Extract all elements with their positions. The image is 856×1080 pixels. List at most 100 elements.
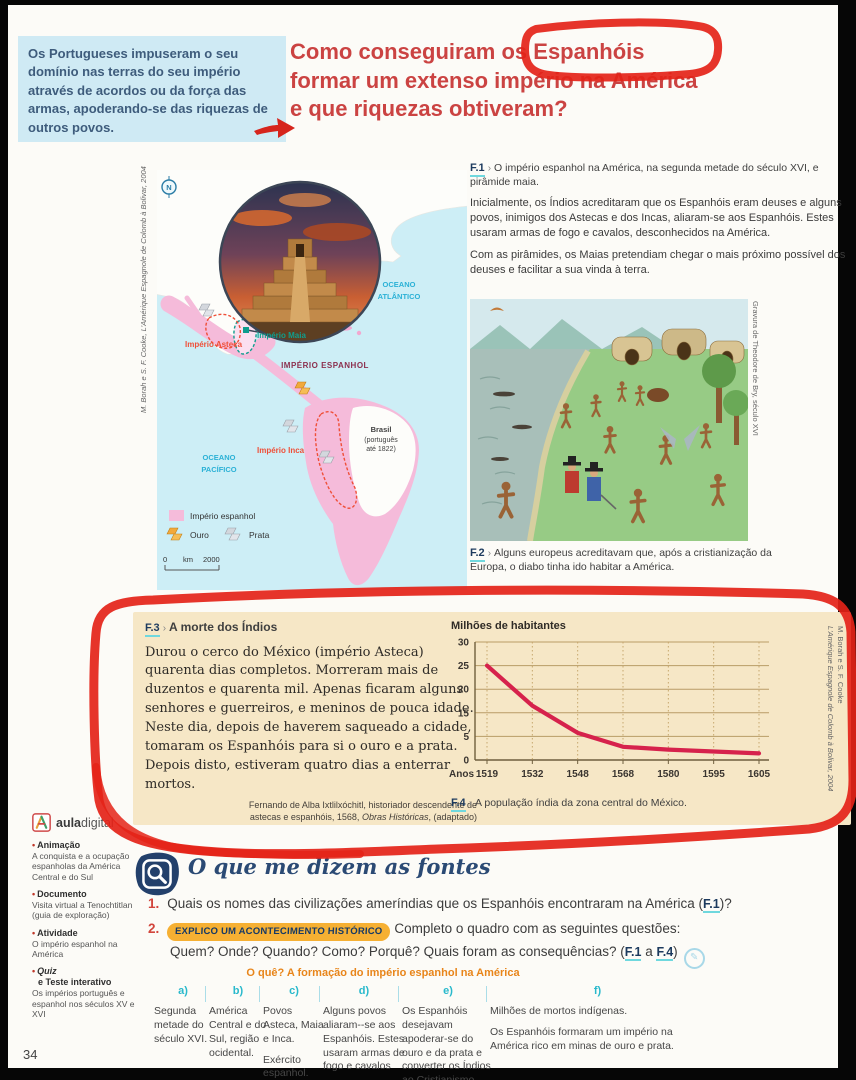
intro-box: Os Portugueses impuseram o seu domínio n… [18,36,286,142]
page-number: 34 [23,1047,38,1062]
scale-max: 2000 [203,555,220,564]
pyramid-photo-inset [220,182,380,342]
table-separator [319,986,320,1002]
chevron-icon: › [487,163,492,174]
pacific-label-2: PACÍFICO [201,465,236,474]
legend-swatch-spanish [169,510,184,521]
table-column-f: f) Milhões de mortos indígenas. Os Espanh… [490,985,674,1052]
legend-spanish-label: Império espanhol [190,511,255,521]
svg-text:1595: 1595 [703,769,726,780]
f1-paragraph-1: Inicialmente, os Índios acreditaram que … [470,197,842,240]
chevron-icon: › [487,548,492,559]
atlantic-label-2: ATLÂNTICO [378,292,421,301]
inca-empire-outline [314,410,358,509]
map-source-credit: M. Borah e S. F. Cooke, L'Amérique Espag… [139,166,148,413]
f2-caption: Alguns europeus acreditavam que, após a … [470,547,772,573]
svg-text:30: 30 [458,638,470,649]
flying-creature [490,307,504,311]
winged-demon [660,425,700,451]
waves [477,376,516,505]
brazil-land [349,406,416,517]
table-column-a: a) Segunda metade do século XVI. [154,985,208,1045]
f3-title: A morte dos Índios [169,620,278,634]
f1-label: F.1 [470,162,485,177]
chart-source-credit: M. Borah e S. F. Cooke L'Amérique Espagn… [826,626,845,792]
sidebar-item-documento: • Documento Visita virtual a Tenochtitlan… [32,889,133,921]
table-column-e: e) Os Espanhóis desejavam apoderar-se do… [402,985,491,1080]
f3-label: F.3 [145,622,160,637]
question-2: 2. EXPLICO UM ACONTECIMENTO HISTÓRICO Com… [148,920,848,969]
svg-text:15: 15 [458,708,470,719]
beach [527,349,591,542]
f1-caption: O império espanhol na América, na segund… [470,162,819,188]
maia-site-marker [243,327,249,333]
bear [647,388,669,402]
sea [470,349,590,541]
title-line-2: formar um extenso império na América [290,67,698,93]
scale-zero: 0 [163,555,167,564]
svg-text:0: 0 [463,756,469,767]
spanish-empire-central-america [250,349,326,411]
asteca-empire-outline [205,313,242,349]
spanish-empire-label: IMPÉRIO ESPANHOL [281,361,369,370]
f2-label: F.2 [470,547,485,562]
map-scale [164,565,220,571]
inset-circle-border [218,180,382,344]
f3-source-box: F.3 › A morte dos Índios Durou o cerco do … [145,620,477,824]
pencil-icon: ✎ [683,947,705,969]
f1-reference: F.1 [624,945,642,962]
sidebar-item-quiz: • Quiz e Teste interativo Os impérios por… [32,966,135,1020]
auladigital-sidebar: auladigital • Animação A conquista e a oc… [32,813,144,1026]
chart-title: Milhões de habitantes [451,620,566,632]
table-column-d: d) Alguns povos aliaram--se aos Espanhói… [323,985,405,1073]
question-1: 1. Quais os nomes das civilizações amerín… [148,896,732,913]
skill-tag: EXPLICO UM ACONTECIMENTO HISTÓRICO [166,922,392,941]
trees [702,354,749,445]
maia-label: Império Maia [257,331,306,340]
table-separator [205,986,206,1002]
baja-peninsula [184,295,212,333]
f1-text-block: F.1 › O império espanhol na América, na se… [470,161,846,278]
title-line-1: Como conseguiram os Espanhóis [290,39,645,64]
brasil-label-1: Brasil [371,425,392,434]
legend-gold-label: Ouro [190,530,209,540]
f4-caption: A população índia da zona central do Méx… [475,797,687,809]
auladigital-logo-icon [32,813,51,832]
atlantic-label-1: OCEANO [383,280,416,289]
svg-text:1532: 1532 [521,769,544,780]
chevron-icon: › [468,798,473,809]
map-legend: Império espanhol Ouro Prata [166,510,270,541]
brasil-label-3: até 1822) [366,446,396,453]
svg-text:5: 5 [463,732,469,743]
pacific-label-1: OCEANO [203,453,236,462]
svg-text:Anos: Anos [449,769,474,780]
table-column-c: c) Povos Asteca, Maia e Inca. Exército es… [263,985,324,1080]
table-column-b: b) América Central e do Sul, região ocid… [209,985,267,1059]
f1-paragraph-2: Com as pirâmides, os Maias pretendiam ch… [470,249,846,277]
engraving-image [470,299,749,542]
svg-text:N: N [166,183,171,192]
brasil-label-2: (português [364,437,398,444]
svg-text:1519: 1519 [476,769,499,780]
legend-silver-label: Prata [249,530,270,540]
sources-band: F.3 › A morte dos Índios Durou o cerco do … [133,612,851,825]
table-separator [398,986,399,1002]
f2-caption-block: F.2 › Alguns europeus acreditavam que, apó… [470,546,780,574]
svg-text:25: 25 [458,661,470,672]
table-title: O quê? A formação do império espanhol na… [246,967,520,979]
title-line-3: e que riquezas obtiveram? [290,96,568,122]
f4-caption-block: F.4 › A população índia da zona central do… [451,796,811,812]
textbook-page: Os Portugueses impuseram o seu domínio n… [8,5,851,1080]
sidebar-item-atividade: • Atividade O império espanhol na América [32,927,118,960]
f4-reference: F.4 [656,945,674,962]
population-chart: 30 25 20 15 5 0 1519 1532 1548 1568 1580 1595 1605 An… [449,638,771,781]
svg-text:20: 20 [458,685,470,696]
f1-reference: F.1 [703,897,720,913]
f4-label: F.4 [451,797,466,812]
compass-icon: N [161,176,177,198]
chevron-icon: › [162,623,167,634]
svg-text:1580: 1580 [657,769,680,780]
table-separator [486,986,487,1002]
scale-unit: km [183,555,193,564]
auladigital-brand: auladigital [32,813,144,832]
